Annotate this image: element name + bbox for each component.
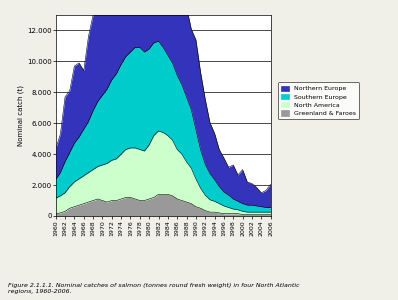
Text: Figure 2.1.1.1. Nominal catches of salmon (tonnes round fresh weight) in four No: Figure 2.1.1.1. Nominal catches of salmo…: [8, 283, 299, 294]
Y-axis label: Nominal catch (t): Nominal catch (t): [18, 85, 24, 146]
Legend: Northern Europe, Southern Europe, North America, Greenland & Faroes: Northern Europe, Southern Europe, North …: [278, 82, 359, 119]
